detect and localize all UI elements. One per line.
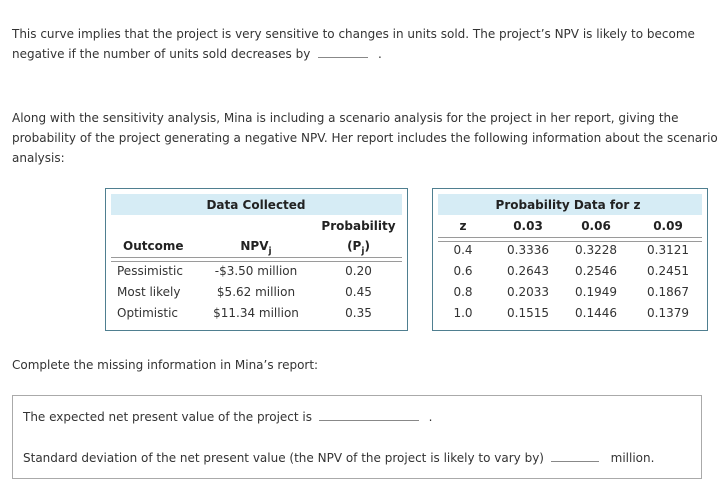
expected-npv-label: The expected net present value of the pr… (23, 410, 312, 424)
prob-value: 0.3121 (647, 243, 689, 257)
std-dev-blank[interactable] (550, 449, 599, 462)
prob-value: 0.1949 (575, 285, 617, 299)
z-header: z (459, 219, 467, 233)
scenario-paragraph: Along with the sensitivity analysis, Min… (12, 108, 726, 168)
units-decrease-blank[interactable] (318, 45, 369, 58)
probability-table: Probability Data for z z 0.03 0.06 0.09 … (432, 188, 708, 331)
data-table-header-band (111, 194, 402, 215)
data-collected-table: Data Collected Probability (Pj) Outcome … (105, 188, 408, 331)
z-col-header: 0.03 (513, 219, 543, 233)
z-value: 0.4 (453, 243, 473, 257)
scenario-line1: Along with the sensitivity analysis, Min… (12, 111, 679, 125)
z-value: 0.8 (453, 285, 473, 299)
complete-instruction: Complete the missing information in Mina… (12, 358, 319, 372)
prob-table-divider (438, 237, 702, 242)
intro-line1: This curve implies that the project is v… (12, 27, 695, 41)
row-prob: 0.45 (345, 285, 372, 299)
std-dev-row: Standard deviation of the net present va… (23, 449, 654, 465)
row-npv: $11.34 million (213, 306, 299, 320)
z-value: 0.6 (453, 264, 473, 278)
prob-value: 0.2451 (647, 264, 689, 278)
prob-table-header-band (438, 194, 702, 215)
prob-value: 0.2033 (507, 285, 549, 299)
prob-value: 0.1379 (647, 306, 689, 320)
prob-value: 0.1515 (507, 306, 549, 320)
prob-value: 0.2546 (575, 264, 617, 278)
npv-header: NPVj (240, 239, 272, 257)
prob-table-title: Probability Data for z (495, 198, 641, 212)
std-dev-unit: million. (610, 451, 655, 465)
intro-period: . (377, 47, 382, 61)
z-value: 1.0 (453, 306, 473, 320)
intro-line2-text: negative if the number of units sold dec… (12, 47, 311, 61)
row-outcome: Optimistic (117, 306, 179, 320)
scenario-line2: probability of the project generating a … (12, 131, 718, 145)
expected-npv-blank[interactable] (318, 408, 419, 421)
row-prob: 0.35 (345, 306, 372, 320)
outcome-header: Outcome (123, 239, 184, 253)
prob-value: 0.1446 (575, 306, 617, 320)
answer-box: The expected net present value of the pr… (12, 395, 702, 479)
row-outcome: Most likely (117, 285, 181, 299)
prob-header-line1: Probability (321, 219, 396, 233)
prob-value: 0.2643 (507, 264, 549, 278)
prob-header-line2: (Pj) (347, 239, 370, 257)
prob-value: 0.1867 (647, 285, 689, 299)
prob-value: 0.3336 (507, 243, 549, 257)
expected-npv-row: The expected net present value of the pr… (23, 408, 432, 424)
row-prob: 0.20 (345, 264, 372, 278)
std-dev-label: Standard deviation of the net present va… (23, 451, 544, 465)
data-table-divider (111, 257, 402, 262)
row-npv: -$3.50 million (214, 264, 298, 278)
prob-value: 0.3228 (575, 243, 617, 257)
row-npv: $5.62 million (216, 285, 296, 299)
scenario-line3: analysis: (12, 151, 65, 165)
z-col-header: 0.09 (653, 219, 683, 233)
z-col-header: 0.06 (581, 219, 611, 233)
intro-paragraph: This curve implies that the project is v… (12, 24, 726, 64)
expected-npv-period: . (428, 410, 433, 424)
row-outcome: Pessimistic (117, 264, 183, 278)
data-table-title: Data Collected (206, 198, 306, 212)
